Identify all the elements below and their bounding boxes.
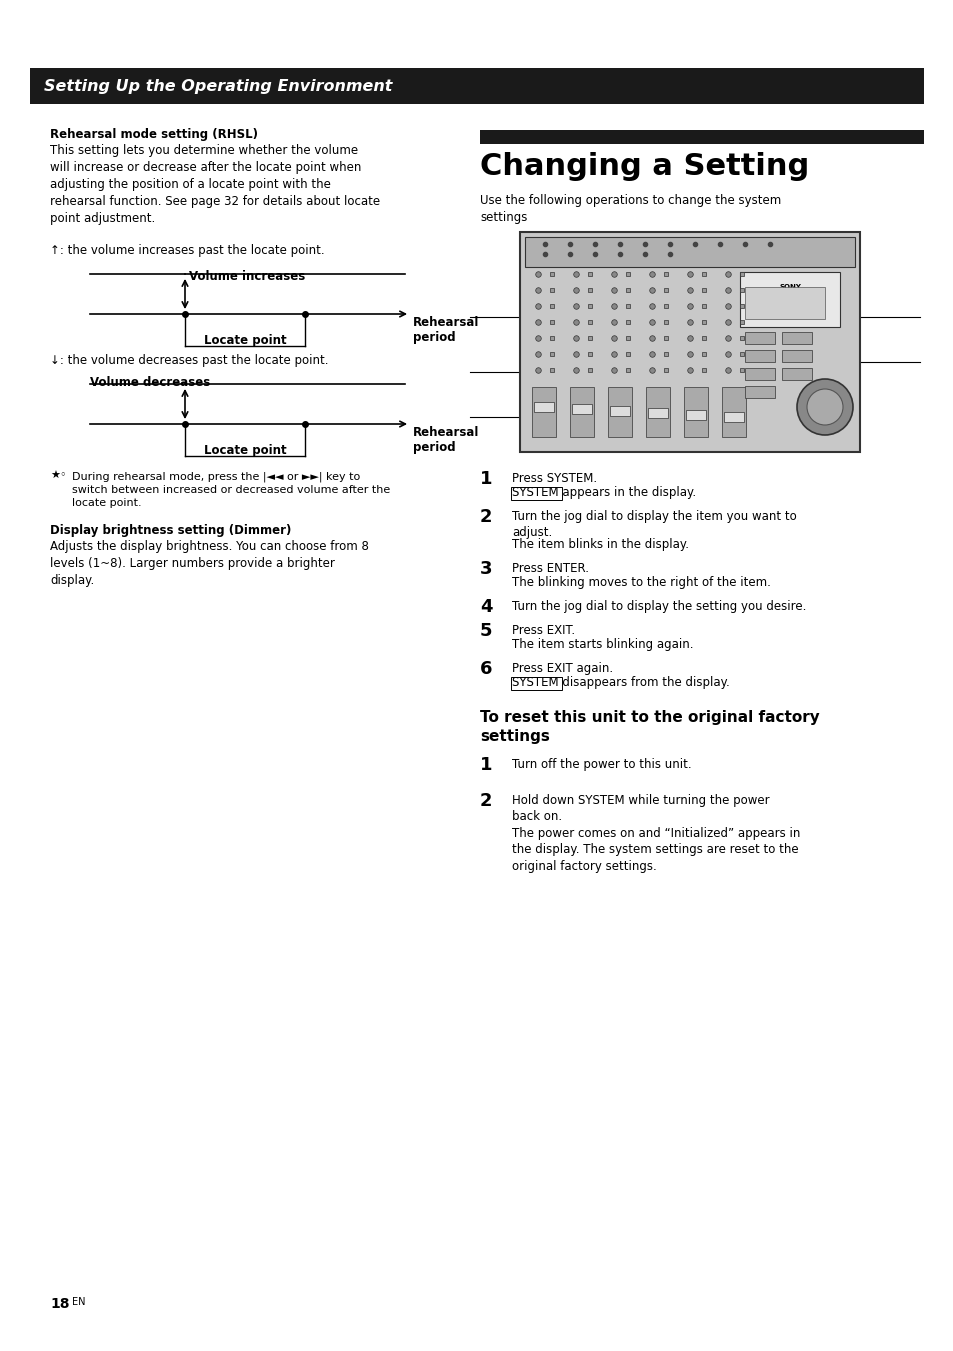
Text: 2: 2: [479, 508, 492, 526]
Text: 18: 18: [50, 1297, 70, 1310]
Text: During rehearsal mode, press the |◄◄ or ►►| key to
switch between increased or d: During rehearsal mode, press the |◄◄ or …: [71, 471, 390, 508]
Text: Press SYSTEM.: Press SYSTEM.: [512, 471, 597, 485]
Bar: [569, 386, 594, 436]
Text: Turn the jog dial to display the item you want to
adjust.: Turn the jog dial to display the item yo…: [512, 509, 796, 539]
Bar: [607, 386, 631, 436]
Bar: [781, 332, 811, 345]
Text: SYSTEM disappears from the display.: SYSTEM disappears from the display.: [512, 676, 729, 689]
Text: 3: 3: [479, 561, 492, 578]
Bar: [511, 486, 561, 500]
Bar: [685, 409, 705, 420]
Bar: [723, 412, 743, 422]
Text: Volume increases: Volume increases: [189, 270, 305, 282]
Text: 1: 1: [479, 757, 492, 774]
Bar: [511, 677, 561, 690]
Text: The item blinks in the display.: The item blinks in the display.: [512, 538, 688, 551]
Text: Press EXIT again.: Press EXIT again.: [512, 662, 613, 676]
Bar: [519, 232, 859, 453]
Text: To reset this unit to the original factory
settings: To reset this unit to the original facto…: [479, 711, 819, 743]
Text: Use the following operations to change the system
settings: Use the following operations to change t…: [479, 195, 781, 224]
Bar: [479, 130, 923, 145]
Text: Rehearsal
period: Rehearsal period: [413, 316, 478, 345]
Bar: [572, 404, 592, 413]
Bar: [740, 272, 840, 327]
Bar: [781, 367, 811, 380]
Text: Locate point: Locate point: [204, 444, 286, 457]
Bar: [30, 68, 923, 104]
Text: Turn the jog dial to display the setting you desire.: Turn the jog dial to display the setting…: [512, 600, 805, 613]
Text: Display brightness setting (Dimmer): Display brightness setting (Dimmer): [50, 524, 291, 536]
Text: Changing a Setting: Changing a Setting: [479, 153, 808, 181]
Bar: [744, 367, 774, 380]
Text: This setting lets you determine whether the volume
will increase or decrease aft: This setting lets you determine whether …: [50, 145, 379, 226]
Text: Locate point: Locate point: [204, 334, 286, 347]
Text: 5: 5: [479, 621, 492, 640]
Bar: [647, 408, 667, 417]
Text: ↓: the volume decreases past the locate point.: ↓: the volume decreases past the locate …: [50, 354, 328, 367]
Circle shape: [796, 380, 852, 435]
Text: 6: 6: [479, 661, 492, 678]
Text: Rehearsal mode setting (RHSL): Rehearsal mode setting (RHSL): [50, 128, 257, 141]
Text: 2: 2: [479, 792, 492, 811]
Bar: [683, 386, 707, 436]
Text: EN: EN: [71, 1297, 86, 1306]
Text: 4: 4: [479, 598, 492, 616]
Text: Hold down SYSTEM while turning the power
back on.
The power comes on and “Initia: Hold down SYSTEM while turning the power…: [512, 794, 800, 873]
Bar: [744, 350, 774, 362]
Bar: [721, 386, 745, 436]
Text: Volume decreases: Volume decreases: [90, 376, 210, 389]
Bar: [534, 403, 554, 412]
Text: Press EXIT.: Press EXIT.: [512, 624, 575, 638]
Text: Rehearsal
period: Rehearsal period: [413, 426, 478, 454]
Circle shape: [806, 389, 842, 426]
Text: 1: 1: [479, 470, 492, 488]
Text: The blinking moves to the right of the item.: The blinking moves to the right of the i…: [512, 576, 770, 589]
Text: Setting Up the Operating Environment: Setting Up the Operating Environment: [44, 78, 392, 93]
Text: Press ENTER.: Press ENTER.: [512, 562, 588, 576]
Text: Adjusts the display brightness. You can choose from 8
levels (1~8). Larger numbe: Adjusts the display brightness. You can …: [50, 540, 369, 586]
Bar: [645, 386, 669, 436]
Bar: [609, 407, 629, 416]
Text: The item starts blinking again.: The item starts blinking again.: [512, 638, 693, 651]
Text: SYSTEM appears in the display.: SYSTEM appears in the display.: [512, 486, 696, 499]
Text: ↑: the volume increases past the locate point.: ↑: the volume increases past the locate …: [50, 245, 324, 257]
Bar: [781, 350, 811, 362]
Bar: [524, 236, 854, 267]
Text: ★◦: ★◦: [50, 471, 67, 481]
Bar: [744, 386, 774, 399]
Bar: [744, 286, 824, 319]
Bar: [744, 332, 774, 345]
Text: SONY: SONY: [779, 284, 801, 290]
Bar: [532, 386, 556, 436]
Text: Turn off the power to this unit.: Turn off the power to this unit.: [512, 758, 691, 771]
